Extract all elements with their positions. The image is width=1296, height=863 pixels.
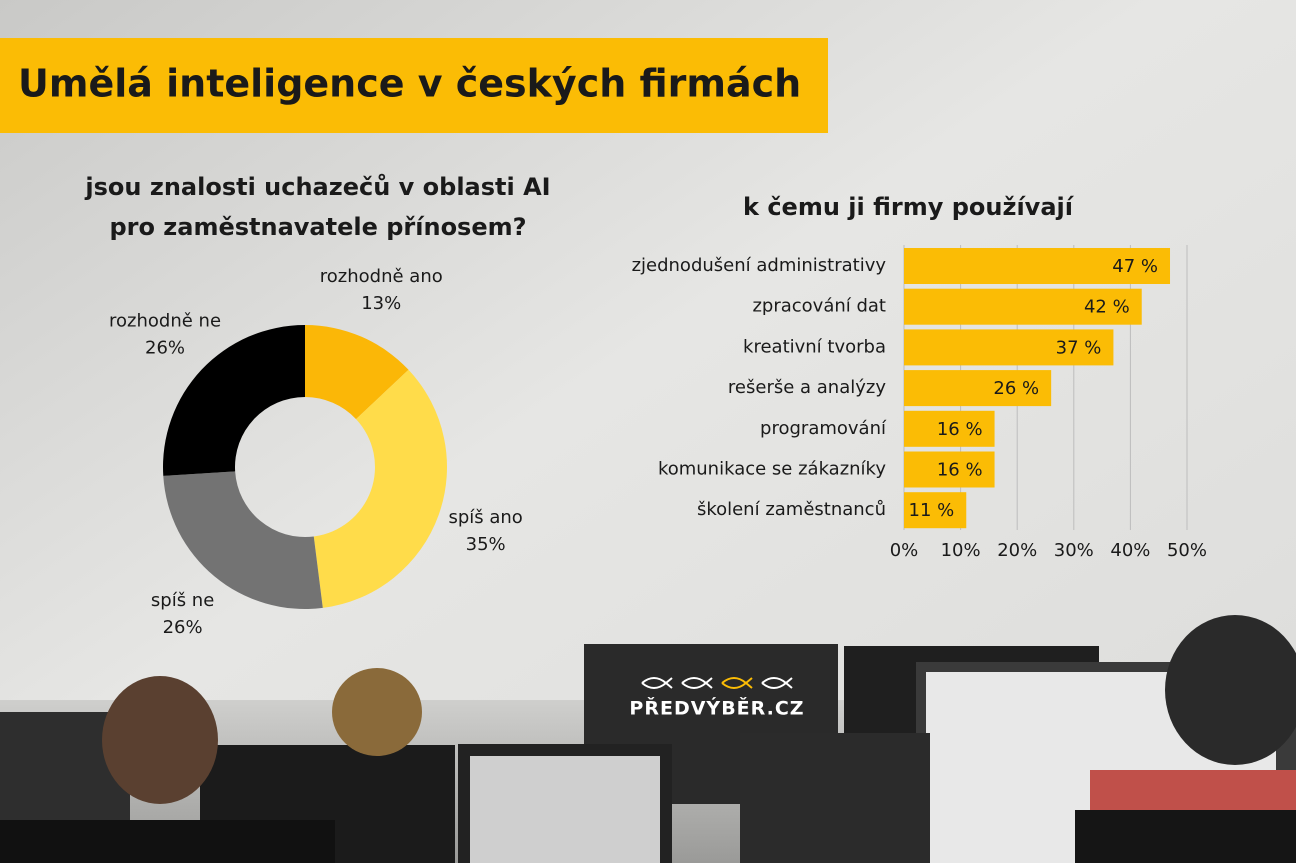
bar	[904, 248, 1171, 284]
bar-value: 37 %	[1056, 337, 1102, 358]
logo: PŘEDVÝBĚR.CZ	[629, 696, 804, 720]
x-tick-label: 50%	[1167, 540, 1207, 561]
x-tick-label: 20%	[997, 540, 1037, 561]
bar	[904, 451, 995, 488]
slice-label: rozhodně ano	[320, 266, 443, 287]
x-tick-label: 30%	[1054, 540, 1094, 561]
y-tick-label: komunikace se zákazníky	[658, 459, 886, 480]
bar	[904, 288, 1142, 325]
x-tick-label: 0%	[890, 540, 919, 561]
person-head	[332, 668, 422, 756]
fish-icon	[721, 677, 753, 689]
donut-slice	[305, 325, 409, 420]
y-tick-label: zpracování dat	[752, 296, 886, 317]
x-tick-label: 40%	[1110, 540, 1150, 561]
slice-value: 35%	[466, 534, 506, 555]
screen	[470, 756, 660, 863]
slice-label: rozhodně ne	[109, 311, 221, 332]
bar	[904, 492, 967, 529]
bar-value: 47 %	[1112, 256, 1158, 277]
fish-icon	[681, 677, 713, 689]
monitor	[740, 733, 930, 863]
slice-label: spíš ne	[151, 590, 214, 611]
slice-label: spíš ano	[448, 507, 522, 528]
fish-icon	[641, 677, 673, 689]
slice-value: 26%	[163, 617, 203, 638]
y-tick-label: školení zaměstnanců	[697, 499, 886, 520]
title-banner	[0, 38, 828, 133]
y-tick-label: programování	[760, 418, 887, 439]
page-title: Umělá inteligence v českých firmách	[18, 62, 801, 106]
x-tick-label: 10%	[941, 540, 981, 561]
person-head	[102, 676, 218, 804]
donut-slice	[163, 325, 305, 476]
chart-title: jsou znalosti uchazečů v oblasti AI	[84, 173, 550, 201]
chart-title: k čemu ji firmy používají	[743, 193, 1075, 221]
bar	[904, 329, 1114, 366]
y-tick-label: zjednodušení administrativy	[632, 255, 887, 276]
bar-value: 26 %	[993, 378, 1039, 399]
bar-value: 16 %	[937, 460, 983, 481]
monitor	[1075, 810, 1296, 863]
slice-value: 13%	[361, 293, 401, 314]
bar-value: 11 %	[909, 500, 955, 521]
donut-slice	[313, 369, 447, 608]
person-head	[1165, 615, 1296, 765]
bar	[904, 370, 1052, 407]
y-tick-label: kreativní tvorba	[743, 336, 886, 357]
logo-icons	[641, 677, 793, 689]
bar-value: 16 %	[937, 419, 983, 440]
slice-value: 26%	[145, 338, 185, 359]
photo: PŘEDVÝBĚR.CZ	[0, 615, 1296, 863]
chart-title: pro zaměstnavatele přínosem?	[109, 213, 526, 241]
y-tick-label: rešerše a analýzy	[728, 377, 886, 398]
donut-slice	[163, 471, 323, 609]
bar-value: 42 %	[1084, 297, 1130, 318]
bar	[904, 410, 995, 447]
monitor	[0, 820, 335, 863]
fish-icon	[761, 677, 793, 689]
